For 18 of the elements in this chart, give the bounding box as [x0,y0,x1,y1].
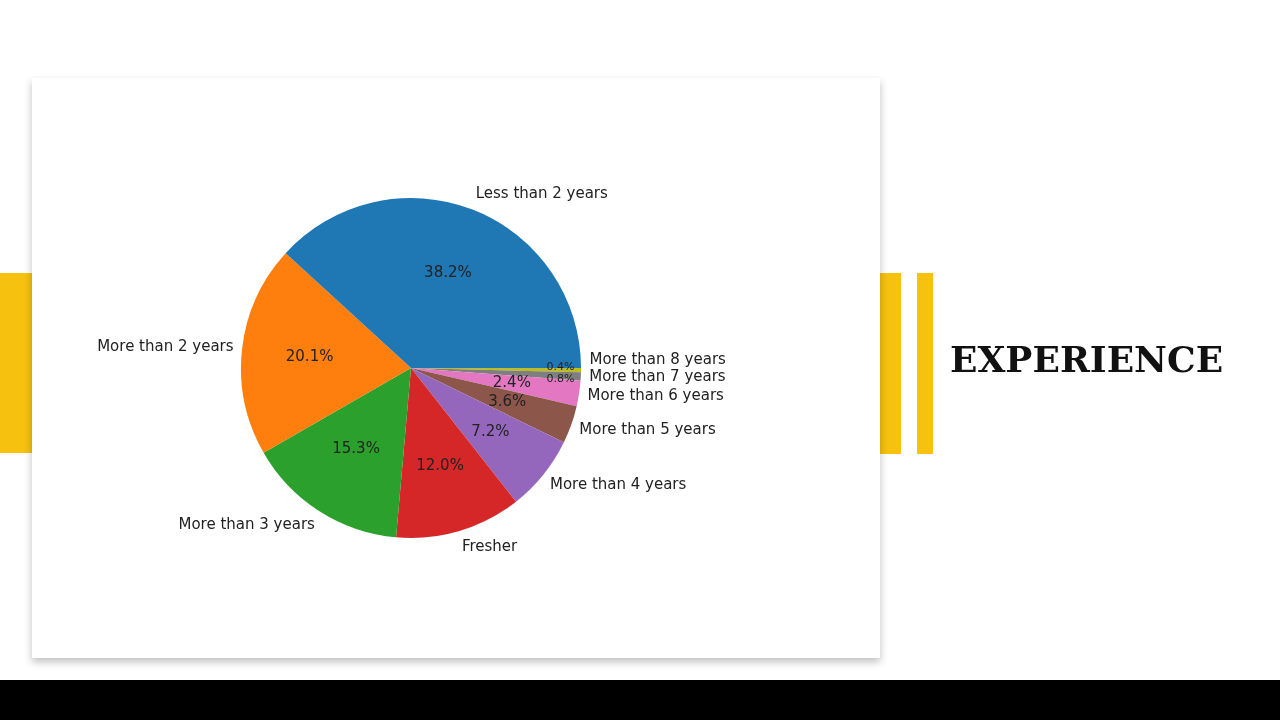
slice-label: More than 4 years [549,475,687,494]
slice-label: More than 7 years [589,367,726,386]
slice-label: More than 6 years [587,385,725,404]
data-label: 12.0% [416,455,464,474]
slice-label: More than 3 years [178,515,316,534]
slice-label: More than 5 years [579,420,716,439]
data-label: 0.8% [546,371,575,385]
data-label: 2.4% [492,373,531,392]
data-label: 15.3% [332,438,380,457]
data-label: 38.2% [424,262,472,281]
slice-label: Fresher [461,537,519,556]
slice-label: More than 8 years [589,350,727,369]
slice-label: More than 2 years [97,337,234,356]
slice-label: Less than 2 years [475,183,609,202]
data-label: 7.2% [471,421,510,440]
text: EXPERIENCE [950,338,1224,380]
data-label: 3.6% [488,391,527,410]
data-label: 20.1% [285,346,334,365]
